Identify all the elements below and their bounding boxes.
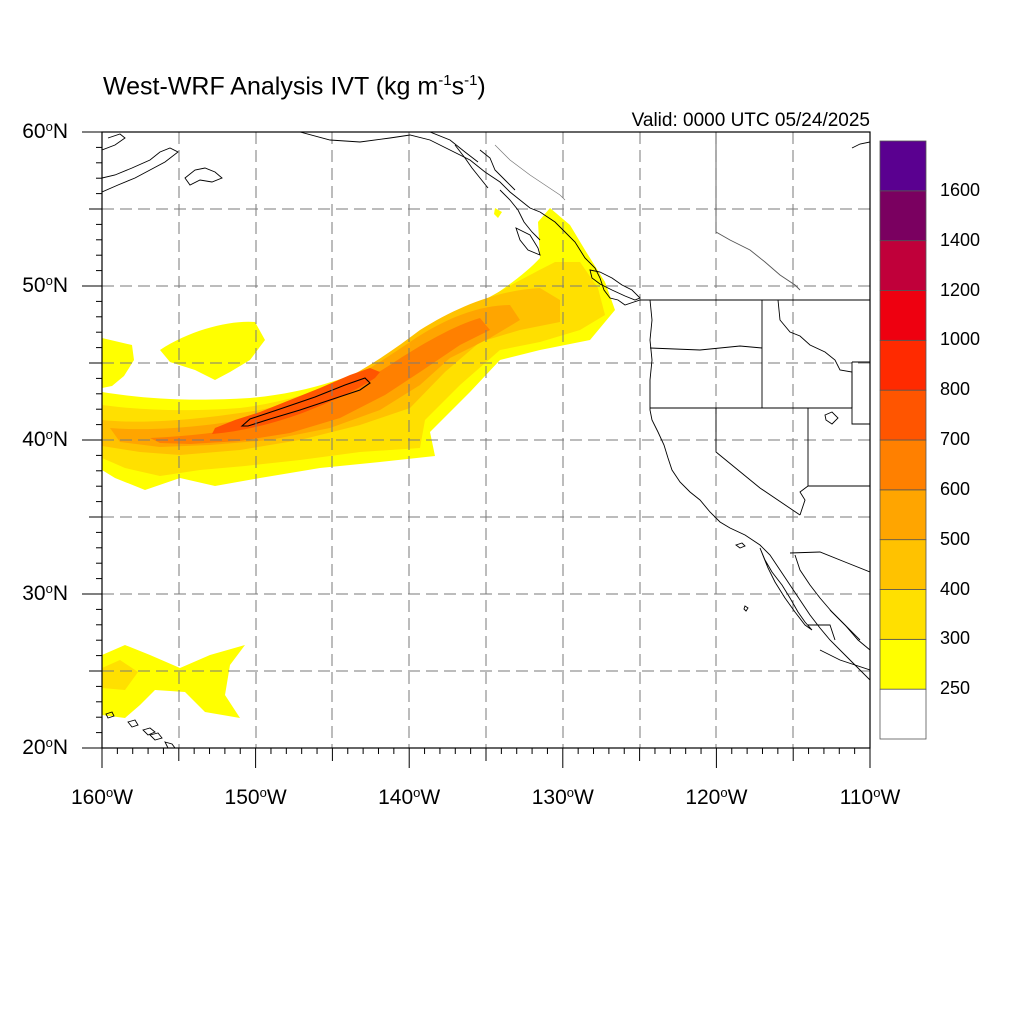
latitude-label: 40oN bbox=[22, 427, 68, 451]
plot-title: West-WRF Analysis IVT (kg m-1s-1) bbox=[103, 72, 486, 101]
latitude-label: 50oN bbox=[22, 273, 68, 297]
longitude-label: 140oW bbox=[378, 785, 441, 809]
axis-ticks bbox=[82, 131, 871, 768]
colorbar-box bbox=[879, 489, 927, 541]
colorbar-label: 600 bbox=[940, 478, 971, 499]
colorbar-box bbox=[879, 439, 927, 491]
colorbar-box bbox=[879, 290, 927, 341]
colorbar-label: 1000 bbox=[940, 329, 981, 350]
longitude-label: 160oW bbox=[70, 785, 134, 809]
longitude-label: 130oW bbox=[531, 785, 594, 809]
colorbar-label: 300 bbox=[940, 628, 971, 649]
latitude-label: 20oN bbox=[22, 735, 68, 759]
ivt-band-600 bbox=[150, 318, 490, 444]
colorbar-box bbox=[879, 688, 927, 740]
map-area bbox=[102, 132, 870, 748]
colorbar bbox=[879, 140, 927, 740]
latitude-label: 30oN bbox=[22, 581, 68, 605]
ivt-shading bbox=[102, 208, 615, 718]
colorbar-box bbox=[879, 190, 927, 242]
colorbar-box bbox=[879, 140, 927, 192]
colorbar-label: 1400 bbox=[940, 229, 981, 250]
ivt-band-500 bbox=[110, 305, 520, 447]
colorbar-label: 700 bbox=[940, 429, 971, 449]
colorbar-label: 400 bbox=[940, 578, 971, 599]
colorbar-label: 500 bbox=[940, 528, 971, 549]
longitude-label: 150oW bbox=[224, 785, 287, 809]
colorbar-label: 800 bbox=[940, 379, 971, 400]
colorbar-box bbox=[879, 539, 927, 590]
colorbar-label: 1600 bbox=[940, 179, 981, 200]
colorbar-box bbox=[879, 589, 927, 640]
borders bbox=[494, 132, 870, 671]
colorbar-box bbox=[879, 240, 927, 291]
valid-time: Valid: 0000 UTC 05/24/2025 bbox=[631, 110, 870, 131]
colorbar-box bbox=[879, 339, 927, 391]
latitude-label: 60oN bbox=[22, 119, 68, 143]
longitude-label: 120oW bbox=[685, 785, 748, 809]
colorbar-label: 250 bbox=[940, 678, 971, 699]
colorbar-box bbox=[879, 638, 927, 690]
longitude-label: 110oW bbox=[839, 785, 901, 809]
colorbar-box bbox=[879, 389, 927, 441]
colorbar-label: 1200 bbox=[940, 279, 981, 300]
coastlines bbox=[102, 132, 870, 748]
ivt-contour-800 bbox=[240, 377, 371, 427]
